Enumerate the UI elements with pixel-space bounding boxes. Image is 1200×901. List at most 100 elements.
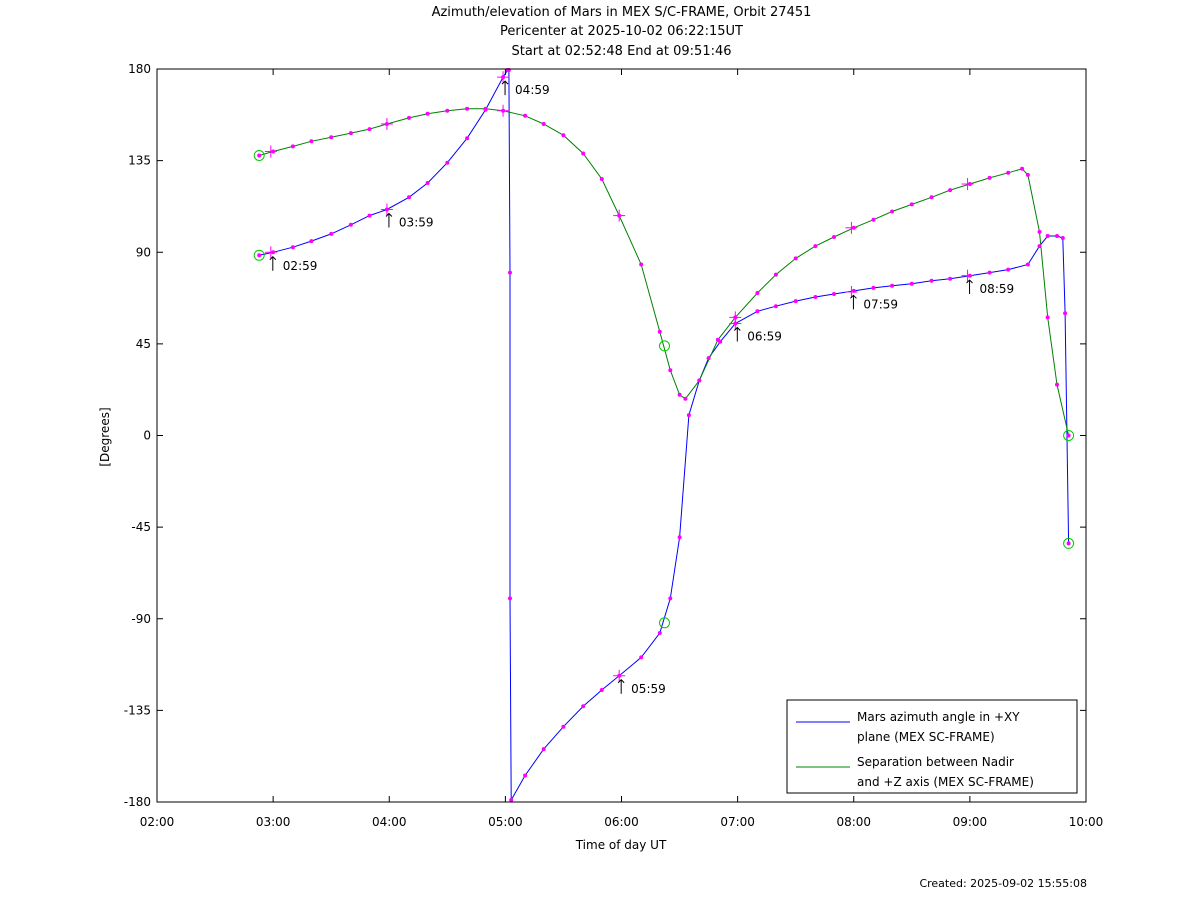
data-point-s1-0 — [257, 154, 261, 158]
data-point-s0-42 — [910, 282, 914, 286]
data-point-s0-16 — [508, 271, 512, 275]
data-point-s1-47 — [1067, 434, 1071, 438]
data-point-s0-10 — [445, 161, 449, 165]
data-point-s1-23 — [678, 393, 682, 397]
data-point-s1-37 — [930, 195, 934, 199]
legend-label-azimuth-line-1: Mars azimuth angle in +XY — [857, 710, 1020, 724]
data-point-s1-30 — [794, 256, 798, 260]
series-line-separation-between-nadir — [259, 109, 1068, 436]
data-point-s1-43 — [1026, 173, 1030, 177]
data-point-s1-4 — [329, 135, 333, 139]
data-point-s1-12 — [484, 107, 488, 111]
x-tick-label-1000: 10:00 — [1069, 815, 1104, 829]
data-point-s1-31 — [813, 244, 817, 248]
x-tick-label-0200: 02:00 — [140, 815, 175, 829]
created-timestamp: Created: 2025-09-02 15:55:08 — [919, 877, 1087, 890]
x-tick-label-0300: 03:00 — [256, 815, 291, 829]
hour-plus-marker-12 — [845, 222, 857, 234]
data-point-s0-8 — [407, 195, 411, 199]
data-point-s0-47 — [1006, 268, 1010, 272]
y-tick-label-180: 180 — [128, 62, 151, 76]
data-point-s1-8 — [407, 116, 411, 120]
data-point-s1-25 — [697, 379, 701, 383]
event-circle-marker-3 — [660, 618, 670, 628]
data-point-s0-23 — [600, 688, 604, 692]
data-point-s0-25 — [639, 655, 643, 659]
data-point-s1-20 — [639, 263, 643, 267]
hour-plus-marker-6 — [962, 270, 974, 282]
x-tick-label-0500: 05:00 — [488, 815, 523, 829]
hour-plus-marker-1 — [381, 203, 393, 215]
svg-text:05:59: 05:59 — [631, 682, 666, 696]
data-point-s0-19 — [523, 774, 527, 778]
hour-plus-marker-8 — [381, 118, 393, 130]
data-point-s0-0 — [257, 253, 261, 257]
data-point-s1-17 — [581, 152, 585, 156]
data-point-s1-16 — [561, 133, 565, 137]
data-point-s1-18 — [600, 177, 604, 181]
data-point-s0-2 — [291, 245, 295, 249]
data-point-s1-45 — [1046, 315, 1050, 319]
data-point-s0-4 — [329, 232, 333, 236]
svg-text:06:59: 06:59 — [747, 330, 782, 344]
data-point-s0-9 — [426, 181, 430, 185]
svg-text:07:59: 07:59 — [863, 297, 898, 311]
hour-label-0859: 08:59 — [967, 280, 1015, 296]
data-point-s1-32 — [832, 235, 836, 239]
data-point-s1-38 — [948, 188, 952, 192]
data-point-s0-34 — [755, 309, 759, 313]
data-point-s1-44 — [1038, 230, 1042, 234]
data-point-s1-5 — [349, 131, 353, 135]
y-tick-label--45: -45 — [131, 520, 151, 534]
data-point-s1-26 — [716, 338, 720, 342]
data-point-s1-21 — [658, 330, 662, 334]
hour-plus-marker-2 — [497, 71, 509, 83]
svg-text:02:59: 02:59 — [283, 259, 318, 273]
x-axis-label: Time of day UT — [575, 838, 667, 852]
data-point-s1-11 — [465, 107, 469, 111]
data-point-s0-52 — [1061, 236, 1065, 240]
svg-text:04:59: 04:59 — [515, 83, 550, 97]
data-point-s0-35 — [774, 304, 778, 308]
data-point-s1-15 — [542, 122, 546, 126]
data-point-s0-53 — [1063, 311, 1067, 315]
y-tick-label--90: -90 — [131, 612, 151, 626]
x-tick-label-0600: 06:00 — [604, 815, 639, 829]
data-point-s0-29 — [687, 413, 691, 417]
hour-plus-marker-3 — [613, 670, 625, 682]
data-point-s1-40 — [988, 176, 992, 180]
hour-label-0759: 07:59 — [850, 295, 898, 311]
x-tick-label-0400: 04:00 — [372, 815, 407, 829]
data-point-s0-17 — [508, 596, 512, 600]
data-point-s1-2 — [291, 144, 295, 148]
data-point-s0-22 — [581, 704, 585, 708]
data-point-s0-21 — [561, 725, 565, 729]
data-point-s0-41 — [890, 284, 894, 288]
data-point-s0-38 — [832, 292, 836, 296]
data-point-s1-29 — [774, 273, 778, 277]
y-tick-label-90: 90 — [136, 245, 151, 259]
data-point-s0-31 — [707, 356, 711, 360]
data-point-s0-6 — [368, 214, 372, 218]
legend-label-separation-line-2: and +Z axis (MEX SC-FRAME) — [857, 775, 1034, 789]
y-tick-label-45: 45 — [136, 337, 151, 351]
hour-label-0359: 03:59 — [386, 213, 434, 229]
y-tick-label--135: -135 — [124, 703, 151, 717]
hour-plus-marker-9 — [497, 105, 509, 117]
hour-plus-marker-7 — [265, 145, 277, 157]
svg-text:08:59: 08:59 — [980, 282, 1015, 296]
data-point-s0-54 — [1067, 541, 1071, 545]
data-point-s0-18 — [509, 798, 513, 802]
data-point-s0-40 — [872, 286, 876, 290]
data-point-s0-48 — [1026, 263, 1030, 267]
data-point-s1-6 — [368, 127, 372, 131]
svg-text:03:59: 03:59 — [399, 215, 434, 229]
legend-label-separation-line-1: Separation between Nadir — [857, 755, 1014, 769]
data-point-s0-3 — [309, 239, 313, 243]
x-tick-label-0700: 07:00 — [720, 815, 755, 829]
data-point-s0-36 — [794, 299, 798, 303]
data-point-s0-46 — [988, 271, 992, 275]
data-point-s0-49 — [1038, 244, 1042, 248]
data-point-s1-22 — [668, 368, 672, 372]
